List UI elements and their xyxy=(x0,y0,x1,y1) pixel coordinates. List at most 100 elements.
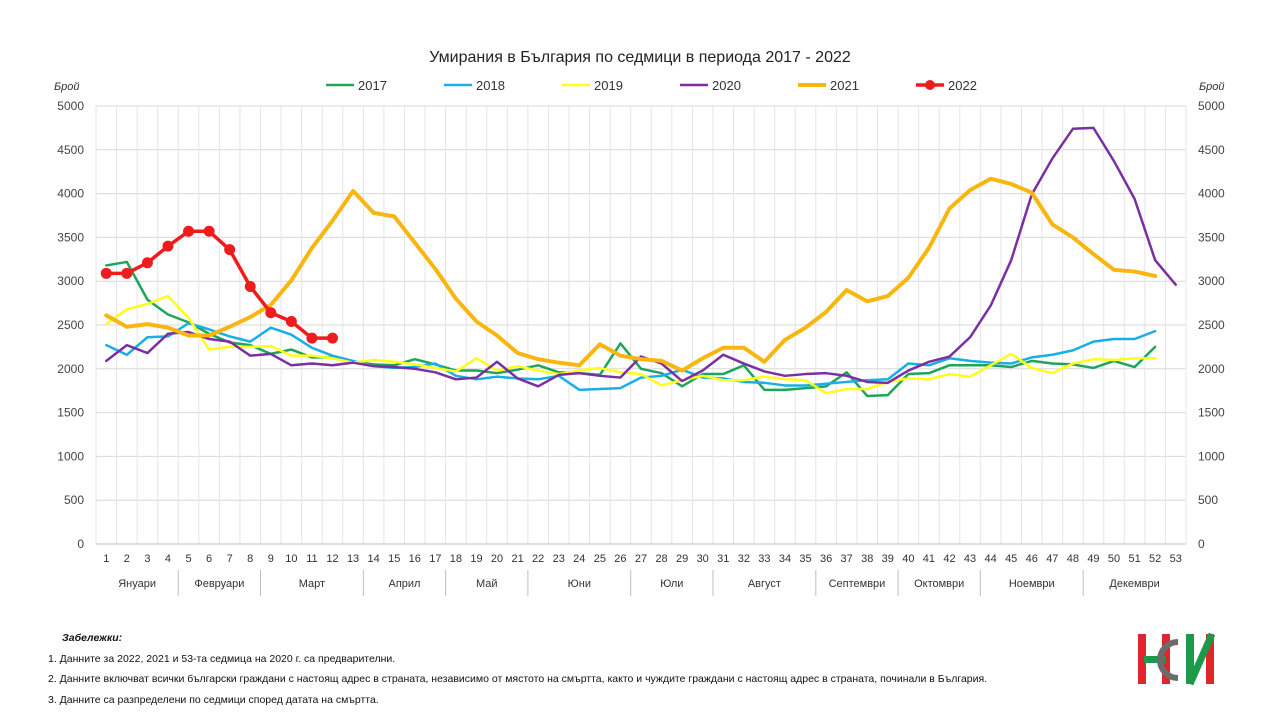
legend-label-2020: 2020 xyxy=(712,78,741,93)
x-tick-label: 47 xyxy=(1046,553,1058,565)
logo-stroke-green xyxy=(1144,656,1166,663)
x-tick-label: 33 xyxy=(758,553,770,565)
x-tick-label: 46 xyxy=(1026,553,1038,565)
y-tick-label-right: 4000 xyxy=(1198,187,1225,201)
month-label: Юли xyxy=(660,578,683,590)
logo-stroke-red-3 xyxy=(1206,634,1214,684)
x-tick-label: 17 xyxy=(429,553,441,565)
x-tick-label: 22 xyxy=(532,553,544,565)
month-label: Октомври xyxy=(914,578,964,590)
notes: Забележки: 1. Данните за 2022, 2021 и 53… xyxy=(48,628,987,710)
x-tick-label: 10 xyxy=(285,553,297,565)
x-tick-label: 52 xyxy=(1149,553,1161,565)
y-tick-label-right: 2500 xyxy=(1198,318,1225,332)
series-line-2021 xyxy=(104,176,1158,373)
y-tick-label-left: 3500 xyxy=(57,230,84,244)
x-tick-label: 16 xyxy=(409,553,421,565)
note-3: 3. Данните са разпределени по седмици сп… xyxy=(48,693,379,706)
x-tick-label: 48 xyxy=(1067,553,1079,565)
x-tick-label: 32 xyxy=(738,553,750,565)
x-tick-label: 24 xyxy=(573,553,585,565)
month-label: Ноември xyxy=(1009,578,1055,590)
data-point-2022 xyxy=(306,332,318,344)
x-tick-label: 42 xyxy=(943,553,955,565)
notes-title: Забележки: xyxy=(62,632,123,644)
data-point-2022 xyxy=(141,257,153,269)
legend-label-2022: 2022 xyxy=(948,78,977,93)
y-tick-label-right: 2000 xyxy=(1198,362,1225,376)
x-tick-label: 30 xyxy=(697,553,709,565)
x-tick-label: 7 xyxy=(227,553,233,565)
x-tick-label: 35 xyxy=(799,553,811,565)
month-label: Февруари xyxy=(194,578,244,590)
logo-stroke-red xyxy=(1138,634,1146,684)
x-tick-label: 9 xyxy=(268,553,274,565)
x-tick-label: 12 xyxy=(326,553,338,565)
x-tick-label: 36 xyxy=(820,553,832,565)
x-tick-label: 19 xyxy=(470,553,482,565)
y-tick-label-left: 4500 xyxy=(57,143,84,157)
x-tick-label: 40 xyxy=(902,553,914,565)
y-ticks-right: 0 500 1000 1500 2000 2500 3000 3500 4000 4500 5000 xyxy=(1198,99,1225,551)
x-tick-label: 50 xyxy=(1108,553,1120,565)
series-line-2020 xyxy=(105,126,1177,388)
y-tick-label-right: 1000 xyxy=(1198,449,1225,463)
legend-marker-2022 xyxy=(925,80,935,90)
x-tick-label: 21 xyxy=(511,553,523,565)
x-tick-label: 20 xyxy=(491,553,503,565)
grid xyxy=(95,105,1187,545)
x-tick-label: 14 xyxy=(368,553,380,565)
legend: 2017 2018 2019 2020 2021 2022 xyxy=(326,78,977,93)
y-ticks-left: 0 500 1000 1500 2000 2500 3000 3500 4000 4500 5000 xyxy=(57,99,84,551)
data-point-2022 xyxy=(265,307,277,319)
y-tick-label-right: 1500 xyxy=(1198,406,1225,420)
y-tick-label-left: 5000 xyxy=(57,99,84,113)
y-axis-unit-right: Брой xyxy=(1199,81,1225,93)
data-point-2022 xyxy=(203,225,215,237)
legend-label-2017: 2017 xyxy=(358,78,387,93)
x-tick-label: 2 xyxy=(124,553,130,565)
x-tick-label: 5 xyxy=(185,553,191,565)
y-tick-label-right: 0 xyxy=(1198,537,1205,551)
series-line-2018 xyxy=(105,322,1157,392)
month-label: Март xyxy=(299,578,325,590)
month-label: Януари xyxy=(118,578,156,590)
x-tick-label: 13 xyxy=(347,553,359,565)
x-ticks: 1 2 3 4 5 6 7 8 9 10 11 12 13 14 15 16 17 18 19 20 21 22 23 24 2… xyxy=(103,553,1182,565)
data-point-2022 xyxy=(327,332,339,344)
month-label: Юни xyxy=(568,578,591,590)
x-tick-label: 4 xyxy=(165,553,171,565)
month-label: Август xyxy=(748,578,781,590)
nsi-logo-icon xyxy=(1138,632,1216,686)
y-tick-label-left: 1500 xyxy=(57,406,84,420)
x-tick-label: 8 xyxy=(247,553,253,565)
logo-diagonal xyxy=(1186,632,1216,686)
data-point-2022 xyxy=(244,280,256,292)
month-label: Декември xyxy=(1109,578,1159,590)
legend-label-2021: 2021 xyxy=(830,78,859,93)
y-tick-label-left: 1000 xyxy=(57,449,84,463)
x-tick-label: 15 xyxy=(388,553,400,565)
note-2: 2. Данните включват всички български гра… xyxy=(48,673,988,685)
x-tick-label: 26 xyxy=(614,553,626,565)
data-point-2022 xyxy=(162,240,174,252)
y-tick-label-right: 4500 xyxy=(1198,143,1225,157)
month-label: Септември xyxy=(829,578,886,590)
x-tick-label: 41 xyxy=(923,553,935,565)
data-point-2022 xyxy=(121,267,133,279)
x-tick-label: 45 xyxy=(1005,553,1017,565)
x-tick-label: 44 xyxy=(984,553,996,565)
x-tick-label: 18 xyxy=(450,553,462,565)
y-tick-label-right: 3500 xyxy=(1198,230,1225,244)
x-tick-label: 43 xyxy=(964,553,976,565)
x-tick-label: 53 xyxy=(1170,553,1182,565)
y-tick-label-left: 4000 xyxy=(57,187,84,201)
data-point-2022 xyxy=(100,267,112,279)
month-label: Април xyxy=(388,578,420,590)
y-tick-label-right: 500 xyxy=(1198,493,1218,507)
x-tick-label: 39 xyxy=(882,553,894,565)
x-tick-label: 1 xyxy=(103,553,109,565)
legend-label-2018: 2018 xyxy=(476,78,505,93)
logo-arc-grey xyxy=(1157,639,1179,681)
